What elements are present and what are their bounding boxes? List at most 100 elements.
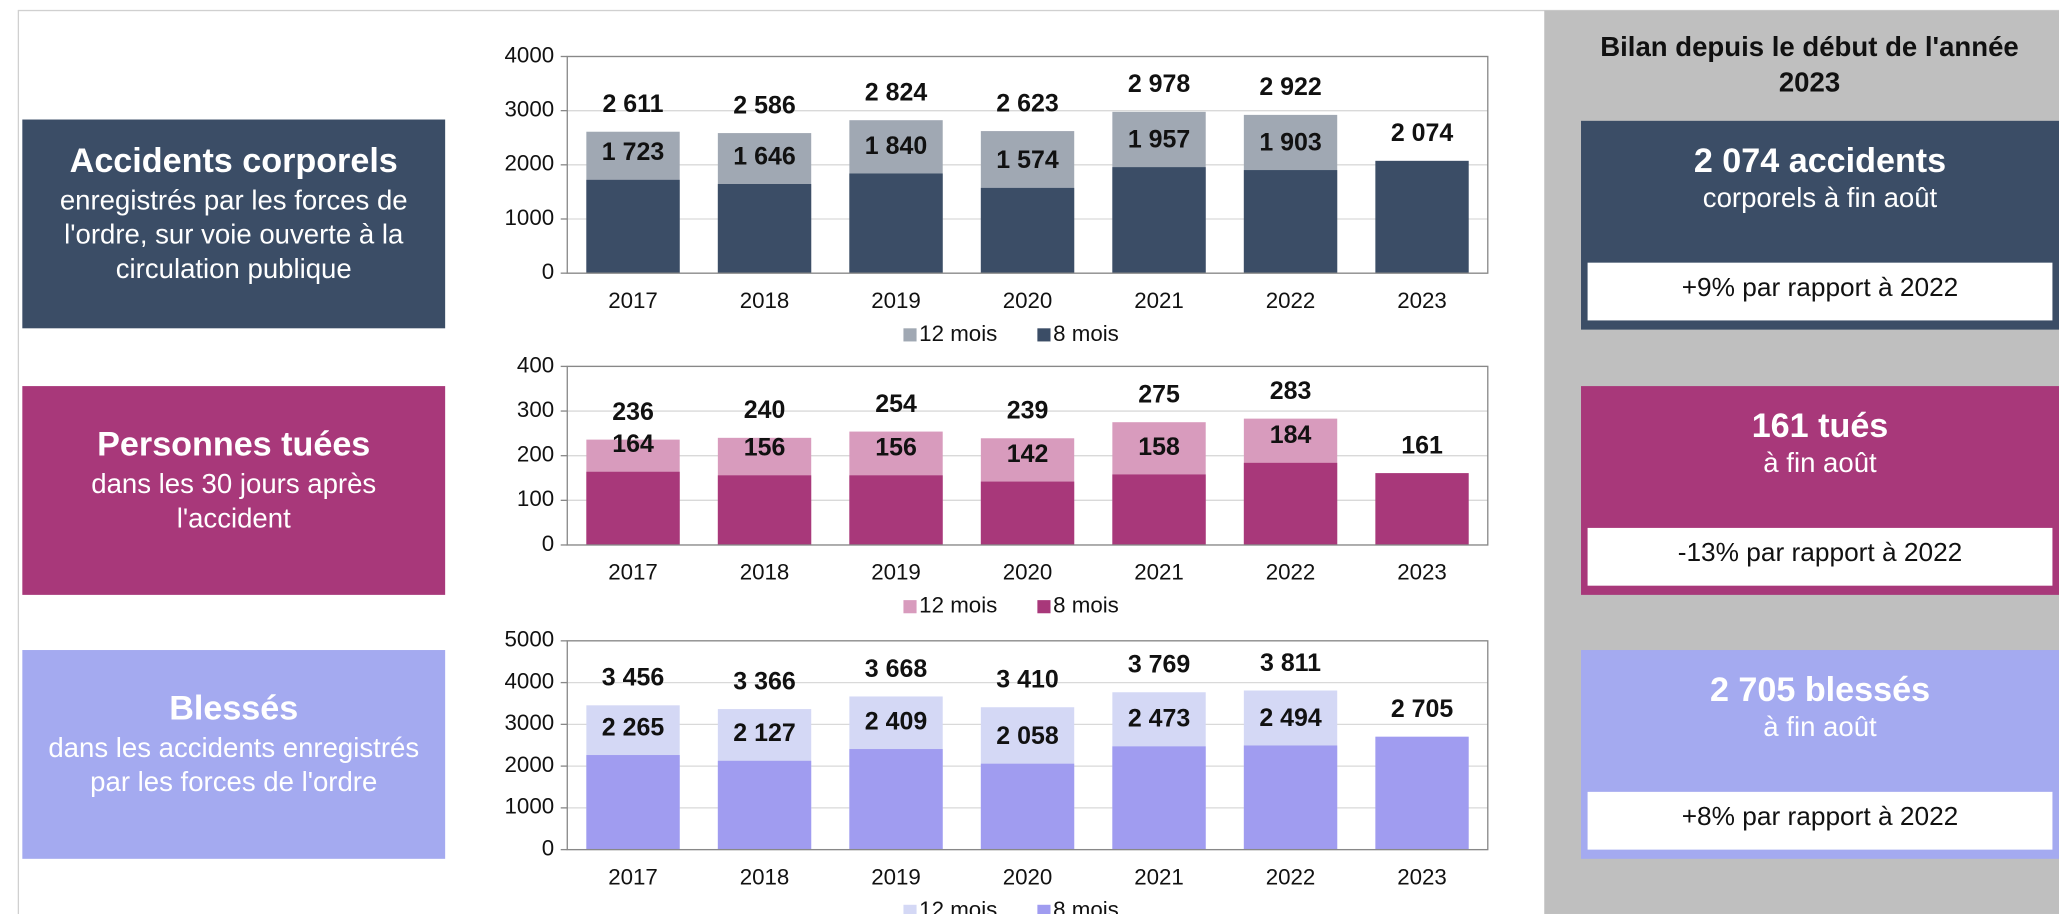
data-label: 164 (612, 430, 654, 458)
panel-line: l'accident (177, 502, 291, 533)
x-tick-label: 2019 (871, 864, 921, 889)
bar (586, 471, 680, 545)
x-tick-label: 2017 (608, 288, 658, 313)
x-tick-label: 2019 (871, 288, 921, 313)
panel (22, 386, 446, 595)
data-label: 2 409 (865, 707, 927, 735)
y-tick-label: 3000 (505, 97, 555, 122)
x-tick-label: 2020 (1003, 560, 1053, 585)
data-label: 3 668 (865, 655, 928, 683)
panel-line: dans les 30 jours après (91, 468, 376, 499)
panel-line: dans les accidents enregistrés (48, 732, 419, 763)
panel (22, 119, 446, 329)
data-label: 2 473 (1128, 705, 1190, 733)
bar (1375, 160, 1469, 274)
data-label: 2 824 (865, 79, 928, 107)
y-tick-label: 4000 (505, 668, 555, 693)
bar (717, 760, 812, 850)
y-tick-label: 0 (542, 531, 554, 556)
bar (1112, 167, 1206, 274)
bar (717, 184, 812, 274)
comparison-box (1587, 791, 2053, 850)
bar (849, 475, 943, 545)
data-label: 2 127 (733, 719, 795, 747)
data-label: 2 705 (1391, 695, 1454, 723)
data-label: 283 (1270, 377, 1312, 405)
bar (849, 749, 943, 850)
data-label: 2 623 (996, 89, 1058, 117)
x-tick-label: 2022 (1266, 560, 1316, 585)
summary-subline: à fin août (1763, 447, 1877, 478)
y-tick-label: 3000 (505, 710, 555, 735)
plot-border (566, 55, 1489, 274)
summary-subline: corporels à fin août (1703, 182, 1938, 213)
bar (1112, 746, 1206, 850)
data-label: 3 366 (733, 667, 795, 695)
bar (1112, 474, 1206, 545)
legend-label: 8 mois (1053, 897, 1119, 914)
x-tick-label: 2022 (1266, 288, 1316, 313)
data-label: 2 586 (733, 91, 795, 119)
bar (1243, 745, 1338, 850)
y-tick-label: 1000 (505, 794, 555, 819)
plot-border (566, 640, 1489, 851)
summary-headline: 2 705 blessés (1710, 671, 1930, 709)
summary-subline: à fin août (1763, 711, 1877, 742)
x-tick-label: 2021 (1134, 288, 1184, 313)
legend-label: 8 mois (1053, 593, 1119, 618)
data-label: 275 (1138, 381, 1180, 409)
data-label: 2 922 (1259, 73, 1321, 101)
x-tick-label: 2018 (740, 560, 790, 585)
summary-title: Bilan depuis le début de l'année (1600, 31, 2019, 62)
comparison-box (1587, 262, 2053, 321)
legend-swatch (1037, 904, 1051, 914)
data-label: 161 (1401, 431, 1443, 459)
frame (17, 9, 2059, 914)
x-tick-label: 2019 (871, 560, 921, 585)
legend-label: 12 mois (919, 593, 997, 618)
summary-comparison: +9% par rapport à 2022 (1682, 272, 1959, 302)
x-tick-label: 2018 (740, 864, 790, 889)
legend-swatch (1037, 328, 1051, 342)
y-tick-label: 1000 (505, 205, 555, 230)
bar (1243, 170, 1338, 274)
panel (22, 650, 446, 859)
legend-swatch (903, 904, 917, 914)
legend-swatch (903, 328, 917, 342)
comparison-box (1587, 527, 2053, 586)
y-tick-label: 2000 (505, 752, 555, 777)
data-label: 2 074 (1391, 119, 1454, 147)
x-tick-label: 2023 (1397, 560, 1447, 585)
legend-swatch (1037, 600, 1051, 614)
panel-title: Personnes tuées (97, 426, 370, 464)
bar (1375, 736, 1469, 850)
data-label: 2 978 (1128, 70, 1191, 98)
data-label: 1 646 (733, 142, 795, 170)
x-tick-label: 2022 (1266, 864, 1316, 889)
data-label: 240 (744, 396, 786, 424)
data-label: 3 456 (602, 664, 664, 692)
panel-line: circulation publique (116, 253, 352, 284)
summary-headline: 161 tués (1752, 407, 1889, 445)
data-label: 1 903 (1259, 128, 1321, 156)
x-tick-label: 2023 (1397, 864, 1447, 889)
y-tick-label: 300 (517, 397, 554, 422)
y-tick-label: 0 (542, 259, 554, 284)
data-label: 3 769 (1128, 651, 1190, 679)
data-label: 2 611 (603, 90, 664, 118)
panel-title: Blessés (169, 689, 298, 727)
bar (980, 763, 1075, 850)
data-label: 156 (875, 434, 917, 462)
bar (1243, 462, 1338, 545)
data-label: 158 (1138, 433, 1180, 461)
data-label: 236 (612, 398, 654, 426)
data-label: 254 (875, 390, 917, 418)
data-label: 142 (1007, 440, 1049, 468)
bar (717, 475, 812, 545)
x-tick-label: 2017 (608, 864, 658, 889)
legend-label: 8 mois (1053, 321, 1119, 346)
x-tick-label: 2018 (740, 288, 790, 313)
panel-line: par les forces de l'ordre (90, 766, 377, 797)
data-label: 3 811 (1260, 649, 1321, 677)
